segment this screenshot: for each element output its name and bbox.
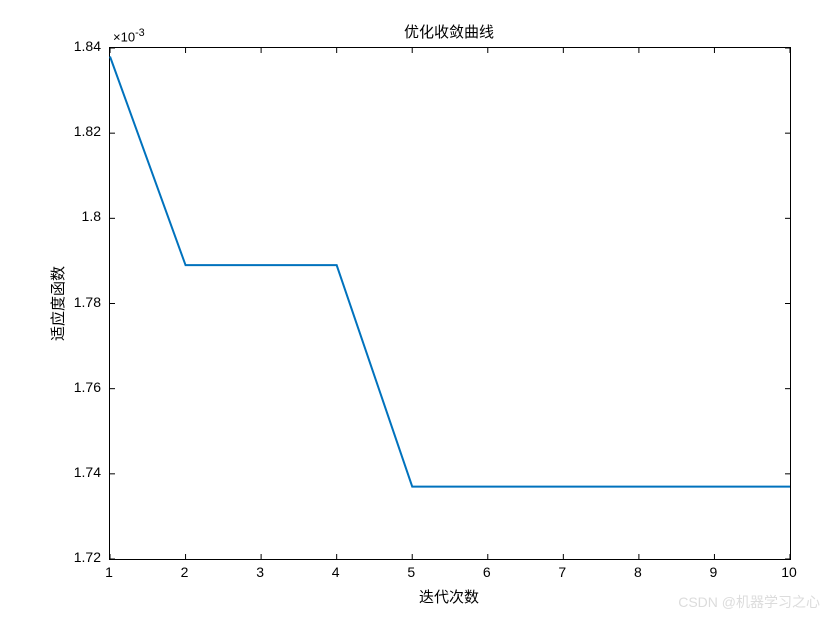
y-axis-exponent: ×10-3 bbox=[113, 27, 145, 44]
x-tick-label: 3 bbox=[245, 564, 275, 580]
chart-title: 优化收敛曲线 bbox=[109, 21, 789, 42]
x-tick-label: 2 bbox=[170, 564, 200, 580]
y-tick-label: 1.82 bbox=[74, 123, 101, 139]
y-axis-label: 适应度函数 bbox=[47, 265, 68, 340]
x-tick-label: 6 bbox=[472, 564, 502, 580]
convergence-line bbox=[110, 48, 790, 559]
x-tick-label: 10 bbox=[774, 564, 804, 580]
y-tick-label: 1.76 bbox=[74, 379, 101, 395]
y-tick-label: 1.74 bbox=[74, 464, 101, 480]
y-tick-label: 1.72 bbox=[74, 549, 101, 565]
x-tick-label: 8 bbox=[623, 564, 653, 580]
watermark: CSDN @机器学习之心 bbox=[678, 592, 820, 612]
x-tick-label: 5 bbox=[396, 564, 426, 580]
y-tick-label: 1.78 bbox=[74, 294, 101, 310]
x-tick-label: 4 bbox=[321, 564, 351, 580]
x-tick-label: 7 bbox=[547, 564, 577, 580]
exponent-power: -3 bbox=[135, 27, 145, 39]
exponent-base: ×10 bbox=[113, 29, 135, 44]
x-tick-label: 1 bbox=[94, 564, 124, 580]
chart-container: 优化收敛曲线 ×10-3 适应度函数 迭代次数 1.721.741.761.78… bbox=[0, 0, 840, 630]
y-tick-label: 1.84 bbox=[74, 38, 101, 54]
x-tick-label: 9 bbox=[698, 564, 728, 580]
y-tick-label: 1.8 bbox=[82, 208, 101, 224]
plot-area bbox=[109, 47, 791, 560]
